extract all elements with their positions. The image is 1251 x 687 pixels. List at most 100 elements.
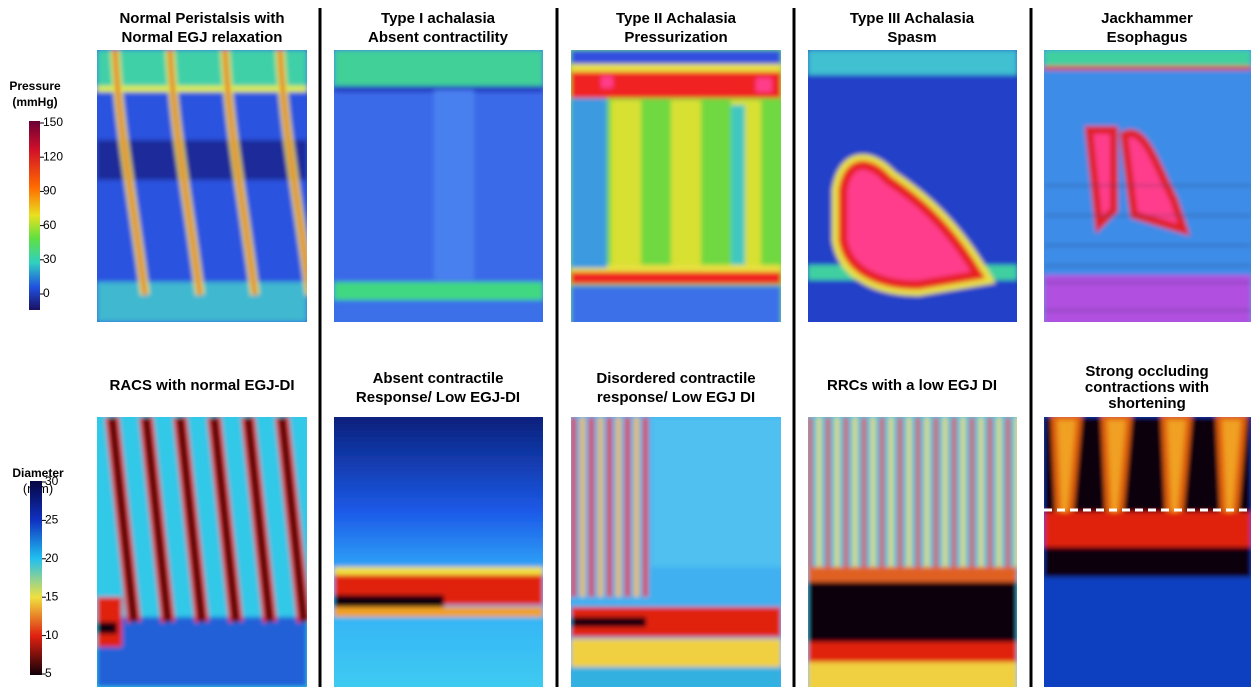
cell — [731, 105, 745, 265]
cell — [988, 417, 992, 567]
cell — [979, 417, 983, 567]
cell — [671, 100, 701, 270]
cell — [1044, 66, 1251, 70]
cell — [808, 642, 1017, 662]
cell — [808, 662, 1017, 687]
cell — [571, 667, 781, 687]
cell — [434, 90, 474, 280]
cell — [334, 300, 543, 330]
cell — [1044, 547, 1251, 577]
panel-title: response/ Low EGJ DI — [597, 389, 755, 406]
heatmap-body — [87, 407, 317, 687]
heatmap-body — [87, 40, 317, 340]
heatmap-body — [324, 40, 553, 340]
cell — [97, 617, 307, 687]
cell — [1044, 512, 1251, 552]
cell — [898, 417, 902, 567]
cell — [1044, 310, 1251, 311]
cell — [952, 417, 956, 567]
cell — [1044, 185, 1251, 186]
cell — [1044, 215, 1251, 216]
heatmap — [324, 407, 553, 687]
cell — [871, 417, 875, 567]
panel-title: RRCs with a low EGJ DI — [827, 377, 997, 394]
heatmap-body — [798, 40, 1027, 340]
cell — [334, 595, 444, 609]
panel-title: Absent contractility — [368, 29, 509, 46]
cell — [611, 100, 641, 270]
heatmap-body — [798, 407, 1027, 687]
cell — [916, 417, 920, 567]
panel-title: Pressurization — [624, 29, 727, 46]
cell — [97, 50, 307, 90]
pressure-unit: (mmHg) — [12, 95, 57, 109]
cell — [324, 407, 553, 687]
tick-label: 20 — [45, 551, 59, 565]
panel-title: Response/ Low EGJ-DI — [356, 389, 520, 406]
panel-title: Type III Achalasia — [850, 10, 975, 27]
pressure-title: Pressure — [9, 79, 61, 93]
cell — [571, 639, 781, 669]
cell — [571, 98, 607, 268]
panel-title: contractions with — [1085, 379, 1209, 396]
cell — [997, 417, 1001, 567]
cell — [334, 50, 543, 86]
cell — [826, 417, 830, 567]
cell — [643, 417, 648, 597]
cell — [589, 417, 594, 597]
cell — [580, 417, 585, 597]
panel-title: RACS with normal EGJ-DI — [109, 377, 294, 394]
panel-title: shortening — [1108, 395, 1186, 412]
heatmap — [1034, 40, 1251, 340]
cell — [571, 286, 781, 326]
diameter-colorbar — [30, 481, 42, 675]
tick-label: 25 — [45, 513, 59, 527]
panel-title: Normal Peristalsis with — [119, 10, 284, 27]
tick-label: 120 — [43, 149, 63, 163]
cell — [1044, 282, 1251, 283]
cell — [1006, 417, 1010, 567]
cell — [907, 417, 911, 567]
panel-title: Type II Achalasia — [616, 10, 737, 27]
heatmap — [87, 40, 317, 340]
heatmap — [324, 40, 553, 340]
panel-title: Spasm — [887, 29, 936, 46]
cell — [934, 417, 938, 567]
cell — [97, 622, 117, 634]
tick-label: 30 — [45, 474, 59, 488]
cell — [625, 417, 630, 597]
panel-title: Strong occluding — [1085, 363, 1208, 380]
cell — [571, 50, 781, 64]
heatmap — [561, 40, 791, 340]
cell — [1015, 417, 1019, 567]
tick-label: 30 — [43, 252, 57, 266]
panel-title: Jackhammer — [1101, 10, 1193, 27]
cell — [853, 417, 857, 567]
cell — [634, 417, 639, 597]
cell — [601, 76, 613, 88]
tick-label: 150 — [43, 115, 63, 129]
tick-label: 60 — [43, 218, 57, 232]
cell — [571, 617, 646, 627]
cell — [961, 417, 965, 567]
panel-title: Absent contractile — [373, 370, 504, 387]
cell — [844, 417, 848, 567]
tick-label: 0 — [43, 286, 50, 300]
cell — [598, 417, 603, 597]
figure: Pressure (mmHg) 1501209060300 Diameter (… — [0, 0, 1251, 687]
tick-label: 90 — [43, 184, 57, 198]
tick-label: 5 — [45, 666, 52, 680]
heatmap-body — [561, 40, 791, 340]
cell — [607, 417, 612, 597]
cell — [97, 86, 307, 92]
cell — [1044, 245, 1251, 246]
cell — [756, 78, 772, 92]
panel-title: Esophagus — [1107, 29, 1188, 46]
cell — [970, 417, 974, 567]
cell — [889, 417, 893, 567]
panel-title: Type I achalasia — [381, 10, 496, 27]
cell — [334, 607, 543, 617]
heatmap — [1034, 407, 1251, 687]
cell — [571, 417, 576, 597]
cell — [817, 417, 821, 567]
